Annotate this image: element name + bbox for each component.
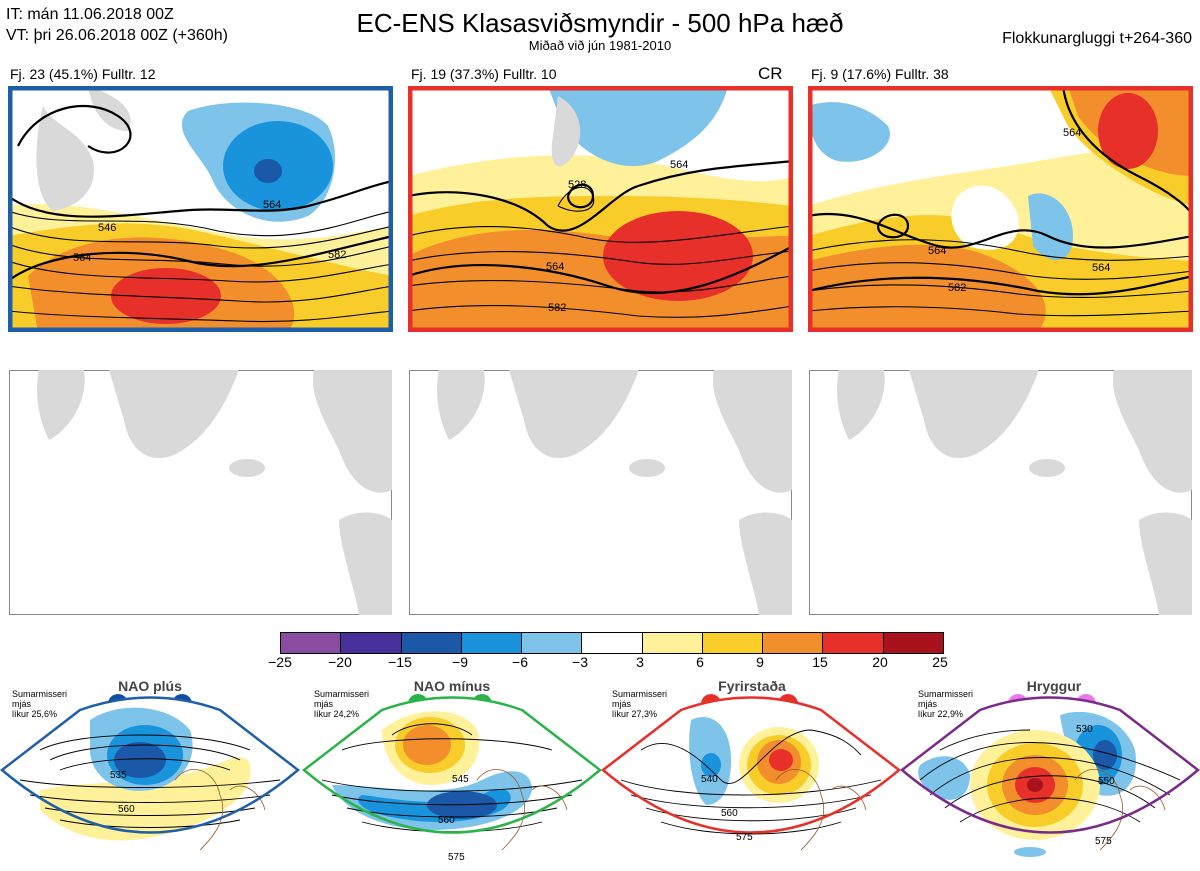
regime-4-note: Sumarmisseri mjás líkur 22,9% [918,689,974,719]
colorbar-swatch [281,633,342,653]
colorbar-swatch [341,633,402,653]
cluster-2-contour-a: 528 [568,179,586,191]
regime-2-note: Sumarmisseri mjás líkur 24,2% [314,689,370,719]
regime-3-contour-a: 540 [701,774,718,785]
colorbar-swatch [401,633,462,653]
regime-3-contour-c: 575 [736,832,753,843]
cluster-2-contour-d: 582 [548,302,566,314]
colorbar-tick: −6 [512,654,528,670]
regime-2-contour-a: 545 [452,774,469,785]
init-time-block: IT: mán 11.06.2018 00Z VT: þri 26.06.201… [6,4,228,46]
cluster-1-contour-a: 564 [263,199,281,211]
regime-2-contour-b: 560 [438,815,455,826]
colorbar-tick: 9 [756,654,764,670]
colorbar [280,632,944,654]
cluster-3-contour-c: 582 [948,282,966,294]
regime-3-note: Sumarmisseri mjás líkur 27,3% [612,689,668,719]
regime-1-title: NAO plús [118,678,182,694]
regime-4-title: Hryggur [1026,678,1082,694]
colorbar-tick: −15 [388,654,412,670]
colorbar-tick: 25 [932,654,948,670]
colorbar-tick: −25 [268,654,292,670]
page-subtitle: Miðað við jún 1981-2010 [528,38,672,53]
colorbar-tick: −3 [572,654,588,670]
regime-4-contour-b: 550 [1098,776,1115,787]
regime-2-title: NAO mínus [413,678,491,694]
init-time: IT: mán 11.06.2018 00Z [6,6,174,23]
cluster-1-contour-d: 546 [98,222,116,234]
cluster-3-contour-b: 564 [1063,127,1081,139]
cluster-3-label: Fj. 9 (17.6%) Fulltr. 38 [811,66,949,82]
cluster-3-contour-d: 564 [1092,262,1110,274]
cluster-1-map: 564 564 582 546 [8,86,393,332]
member-map-3 [809,370,1192,615]
regime-3-map: 540 560 575 [601,694,901,851]
colorbar-swatch [702,633,764,653]
colorbar-swatch [522,633,583,653]
regime-1-note: Sumarmisseri mjás líkur 25,6% [12,689,68,719]
regime-1-contour-b: 560 [118,804,135,815]
cluster-2-label: Fj. 19 (37.3%) Fulltr. 10 [411,66,557,82]
colorbar-swatch [763,633,824,653]
cluster-2-contour-c: 564 [670,159,688,171]
valid-time: VT: þri 26.06.2018 00Z (+360h) [6,27,228,44]
cluster-3-contour-a: 564 [928,245,946,257]
colorbar-tick: 15 [812,654,828,670]
colorbar-swatch [823,633,884,653]
regime-4-contour-c: 575 [1095,836,1112,847]
colorbar-tick: 6 [696,654,704,670]
regime-1-contour-a: 535 [110,770,127,781]
page-title: EC-ENS Klasasviðsmyndir - 500 hPa hæð [356,8,844,38]
regime-4-contour-a: 530 [1076,724,1093,735]
cluster-1-contour-b: 564 [73,252,91,264]
colorbar-swatch [642,633,703,653]
clustering-window: Flokkunargluggi t+264-360 [1002,30,1192,47]
cluster-2-map: 528 564 564 582 [408,86,793,332]
regime-4-map: 530 550 575 [900,694,1200,857]
regime-3-contour-b: 560 [721,808,738,819]
cluster-2-cr: CR [758,64,783,83]
colorbar-swatch [582,633,643,653]
regime-2-map: 545 560 575 [302,694,602,863]
member-map-1 [9,370,392,615]
colorbar-tick: 20 [872,654,888,670]
colorbar-swatch [883,633,943,653]
colorbar-tick: 3 [636,654,644,670]
regime-2-contour-c: 575 [448,852,465,863]
cluster-1-contour-c: 582 [328,249,346,261]
colorbar-tick: −9 [452,654,468,670]
cluster-1-label: Fj. 23 (45.1%) Fulltr. 12 [10,66,156,82]
colorbar-tick: −20 [328,654,352,670]
regime-3-title: Fyrirstaða [718,678,786,694]
regime-1-map: 535 560 [0,694,300,851]
cluster-3-map: 564 564 582 564 [808,86,1193,332]
cluster-2-contour-b: 564 [546,261,564,273]
member-map-2 [409,370,792,615]
colorbar-swatch [461,633,523,653]
